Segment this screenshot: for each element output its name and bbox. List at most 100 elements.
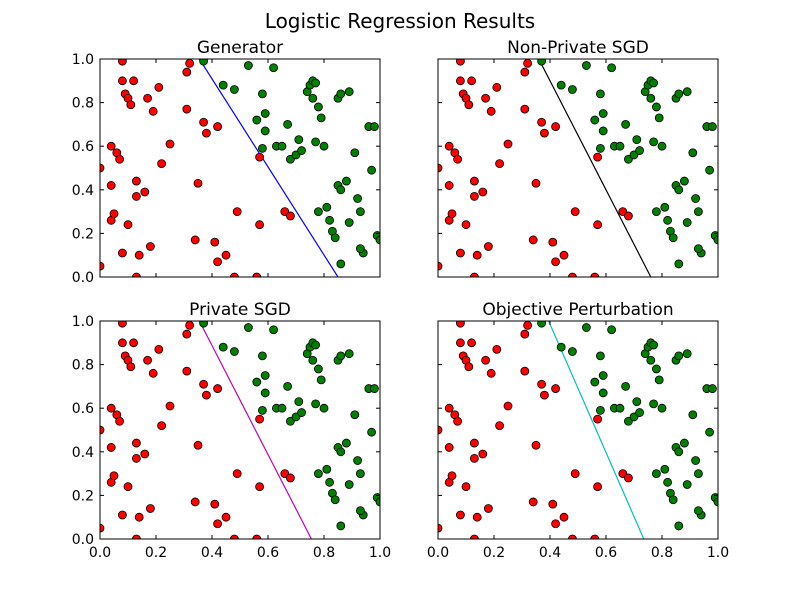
point-negative — [252, 534, 262, 539]
point-negative — [148, 106, 158, 116]
point-negative — [470, 534, 479, 539]
point-positive — [257, 405, 267, 415]
point-negative — [165, 139, 175, 149]
point-positive — [657, 403, 667, 413]
point-positive — [632, 397, 642, 407]
point-positive — [668, 495, 678, 505]
point-negative — [540, 128, 549, 138]
point-negative — [483, 242, 493, 251]
point-positive — [355, 244, 365, 254]
point-negative — [472, 512, 482, 522]
point-positive — [316, 375, 326, 385]
x-tick-label: 0.8 — [651, 545, 673, 561]
point-positive — [330, 495, 340, 505]
point-negative — [453, 416, 463, 426]
point-positive — [674, 185, 684, 195]
point-positive — [649, 78, 658, 88]
point-negative — [461, 220, 471, 230]
axes-frame-non-private-sgd — [437, 58, 719, 278]
point-positive — [350, 148, 360, 158]
point-negative — [157, 421, 167, 431]
point-positive — [682, 349, 692, 359]
point-positive — [243, 61, 253, 70]
point-negative — [230, 534, 239, 539]
point-positive — [568, 85, 577, 94]
point-negative — [570, 469, 580, 479]
y-tick-label: 0.4 — [72, 183, 94, 199]
point-positive — [260, 126, 270, 136]
point-positive — [369, 122, 379, 131]
point-negative — [185, 321, 194, 330]
point-negative — [453, 154, 463, 164]
point-positive — [283, 120, 293, 129]
point-positive — [598, 109, 608, 118]
point-positive — [596, 89, 605, 99]
point-positive — [269, 325, 279, 335]
point-negative — [548, 237, 558, 247]
subplot-title-objective-perturbation: Objective Perturbation — [482, 300, 673, 320]
point-positive — [260, 371, 270, 380]
point-negative — [486, 106, 496, 116]
point-negative — [537, 379, 546, 389]
point-negative — [143, 93, 153, 103]
point-negative — [483, 504, 493, 513]
point-positive — [353, 456, 363, 465]
point-negative — [528, 497, 538, 507]
point-positive — [680, 176, 689, 186]
point-negative — [520, 366, 530, 376]
x-tick-label: 0.4 — [539, 545, 561, 561]
point-positive — [257, 143, 267, 153]
decision-boundary-generator — [198, 59, 339, 277]
point-positive — [649, 340, 658, 350]
point-negative — [118, 321, 127, 328]
point-negative — [520, 67, 530, 77]
point-negative — [232, 469, 242, 479]
x-tick-label: 0.2 — [145, 545, 167, 561]
point-positive — [199, 321, 208, 328]
point-negative — [143, 355, 153, 365]
point-positive — [568, 347, 577, 356]
point-negative — [126, 100, 136, 110]
point-negative — [145, 242, 155, 251]
point-positive — [680, 438, 689, 448]
point-negative — [537, 117, 546, 127]
point-negative — [157, 159, 167, 169]
point-positive — [615, 403, 625, 413]
point-positive — [688, 410, 698, 420]
point-negative — [134, 250, 144, 260]
point-negative — [568, 534, 577, 539]
subplot-non-private-sgd: Non-Private SGD — [437, 38, 719, 278]
point-positive — [355, 207, 365, 217]
point-negative — [469, 191, 479, 201]
point-negative — [469, 453, 479, 463]
point-negative — [115, 154, 124, 164]
point-positive — [313, 207, 323, 217]
point-positive — [654, 375, 664, 385]
point-positive — [652, 364, 661, 374]
point-positive — [313, 469, 323, 479]
point-negative — [568, 272, 577, 277]
point-positive — [708, 122, 717, 131]
point-positive — [229, 85, 239, 94]
plot-area-generator — [100, 59, 380, 277]
point-positive — [313, 364, 323, 374]
x-tick-label: 0.8 — [313, 545, 335, 561]
point-positive — [598, 388, 608, 398]
point-negative — [201, 390, 211, 400]
point-positive — [311, 399, 321, 409]
axes-frame-generator — [99, 58, 381, 278]
point-negative — [590, 534, 600, 539]
point-negative — [106, 443, 116, 452]
point-negative — [285, 473, 295, 483]
point-positive — [353, 194, 363, 203]
point-positive — [283, 381, 293, 391]
point-negative — [467, 76, 477, 86]
point-negative — [438, 523, 443, 533]
point-negative — [551, 122, 560, 131]
point-positive — [252, 115, 262, 125]
point-positive — [218, 80, 228, 90]
point-negative — [540, 390, 549, 400]
point-negative — [100, 261, 105, 271]
plot-area-private-sgd — [100, 321, 380, 539]
point-positive — [635, 408, 644, 417]
